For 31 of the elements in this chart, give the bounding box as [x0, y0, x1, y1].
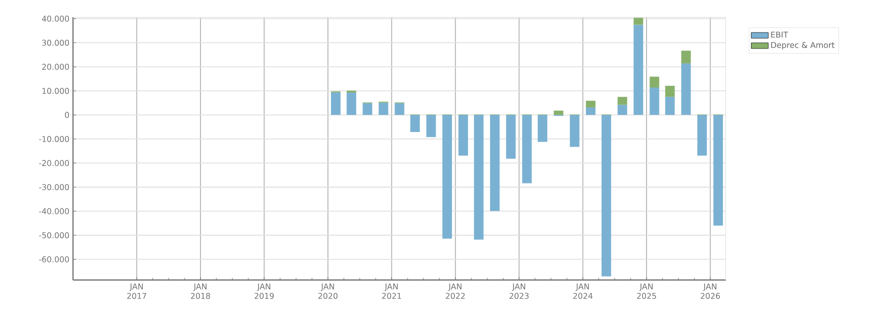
bar — [570, 114, 580, 147]
bar — [362, 103, 372, 115]
bar — [586, 107, 596, 115]
bar — [681, 63, 691, 115]
bar — [410, 114, 420, 132]
bar — [522, 114, 532, 184]
bar — [665, 96, 675, 115]
bar — [538, 114, 548, 142]
bar — [618, 104, 628, 115]
bar — [474, 114, 484, 240]
bar — [442, 114, 452, 239]
bar — [634, 24, 644, 115]
bar — [634, 18, 644, 25]
bar — [554, 110, 564, 115]
bar — [378, 102, 388, 115]
bar — [650, 87, 660, 115]
bar — [586, 100, 596, 108]
bar — [490, 114, 500, 211]
bar — [650, 76, 660, 88]
bar — [506, 114, 516, 159]
bar — [602, 114, 612, 276]
bar — [394, 103, 404, 115]
bar — [426, 114, 436, 138]
bar — [665, 86, 675, 97]
bar — [458, 114, 468, 156]
bar — [697, 114, 707, 156]
bar — [618, 96, 628, 105]
bar — [330, 92, 341, 115]
bar — [681, 50, 691, 64]
bar — [713, 114, 723, 226]
bar — [346, 92, 356, 115]
